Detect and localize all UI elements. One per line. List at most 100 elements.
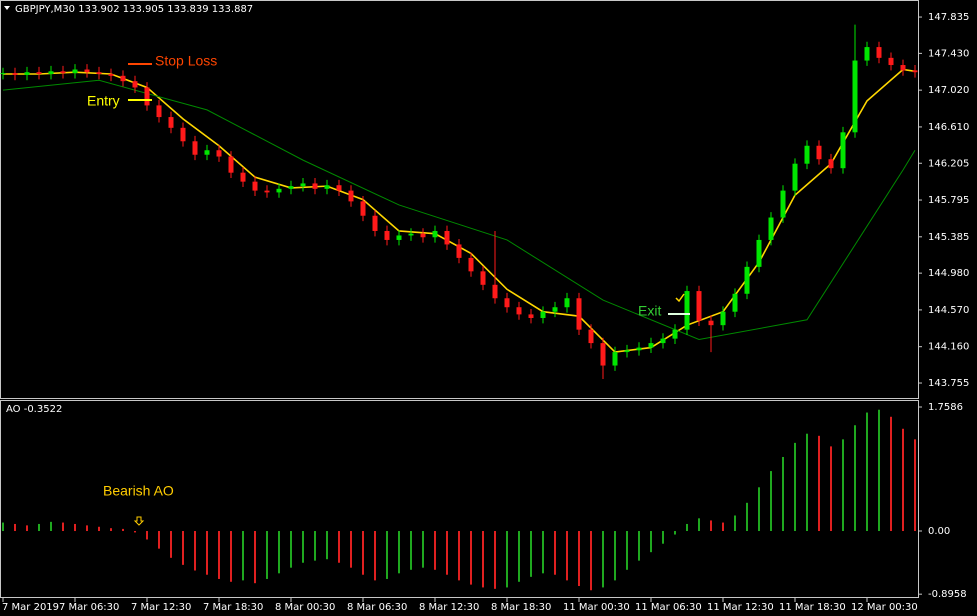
candle-body [900,65,906,71]
candle-body [12,73,18,75]
candle-body [648,343,654,348]
candle-body [576,298,582,330]
chart-title: GBPJPY,M30 133.902 133.905 133.839 133.8… [15,4,253,15]
candle-body [180,127,186,142]
ao-bar [902,428,904,532]
x-tick-label: 11 Mar 06:30 [635,602,702,613]
candle-body [732,293,738,312]
ao-bar [38,523,40,532]
candle-body [456,244,462,258]
ao-bar [662,531,664,544]
candle-body [108,74,114,76]
candle-body [504,298,510,308]
candle-body [612,352,618,366]
ao-bar [62,522,64,532]
y-tick-label: 147.020 [928,85,969,96]
x-tick-label: 8 Mar 12:30 [419,602,479,613]
ao-bar [698,518,700,532]
ao-bar [242,531,244,581]
ao-bar [722,522,724,532]
candle-body [864,47,870,61]
ao-bar [578,531,580,587]
candle-body [432,230,438,238]
candle-body [792,163,798,191]
candle-body [492,284,498,299]
ao-bar [518,531,520,582]
candle-body [72,69,78,74]
x-tick-label: 7 Mar 06:30 [59,602,119,613]
ao-bar [614,531,616,581]
candle-body [288,186,294,189]
candle-body [444,230,450,245]
candle-body [888,57,894,66]
candle-body [276,188,282,193]
ao-bar [302,531,304,563]
candle-body [660,338,666,344]
entry-label: Entry [87,93,120,109]
ao-bar [710,520,712,532]
ao-bar [218,531,220,579]
ao-bar [254,531,256,584]
ao-bar [830,446,832,532]
ao-bar [50,521,52,532]
candle-body [636,347,642,351]
ao-bar [542,531,544,574]
ao-bar [266,531,268,579]
candle-body [264,190,270,193]
candle-body [720,311,726,326]
candle-body [516,307,522,315]
candle-body [528,314,534,318]
y-tick-label: 147.835 [928,12,969,23]
candle-body [756,239,762,267]
candle-body [468,257,474,272]
y-tick-label: 145.795 [928,195,969,206]
y-tick-label: 144.160 [928,342,969,353]
candle-body [624,350,630,353]
candle-body [120,75,126,82]
candle-body [24,72,30,75]
ao-bar [446,531,448,575]
bearish-arrow [133,516,145,526]
candle-body [912,70,918,73]
candle-body [804,145,810,164]
ao-bar [590,531,592,591]
ao-bar [734,515,736,532]
y-tick-label: 143.755 [928,378,969,389]
ao-bar [74,523,76,532]
ao-bar [758,487,760,532]
candle-body [312,183,318,189]
ao-bar [686,523,688,532]
x-tick-label: 11 Mar 18:30 [779,602,846,613]
candle-body [852,60,858,133]
ao-bar [602,531,604,588]
ao-bar [194,531,196,571]
candle-body [540,311,546,318]
ao-bar [158,531,160,549]
ao-bar [182,531,184,565]
ao-bar [530,531,532,577]
ao-bar [842,439,844,532]
ao-bar [374,531,376,581]
ao-bar [278,531,280,574]
marks: 147.835 147.430 147.020 146.610 146.205 145.7… [0,12,969,613]
candle-body [216,150,222,157]
candle-body [396,235,402,240]
candle-body [0,73,6,75]
ao-bar [434,531,436,570]
ao-title: AO -0.3522 [6,404,62,415]
candle-body [708,320,714,326]
ao-bar [398,531,400,574]
ao-bar [506,531,508,588]
y-tick-label: 146.205 [928,158,969,169]
y-tick-label: 0.00 [928,526,950,537]
ao-bar [890,416,892,532]
y-tick-label: 144.980 [928,268,969,279]
ao-bar [638,531,640,561]
ao-bar [386,531,388,579]
candle-body [600,343,606,366]
stop-loss-label: Stop Loss [155,53,217,69]
candle-body [768,217,774,240]
exit-label: Exit [638,303,661,319]
candle-body [348,190,354,202]
